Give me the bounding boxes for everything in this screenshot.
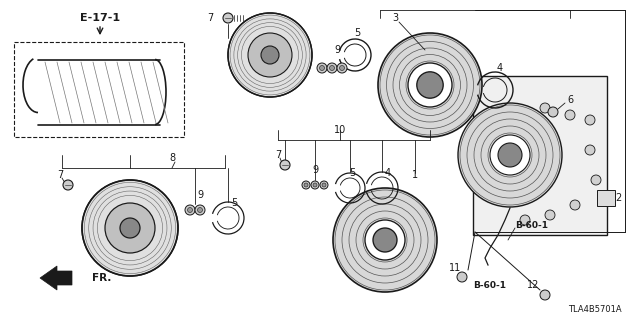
Circle shape <box>540 290 550 300</box>
Text: 6: 6 <box>567 95 573 105</box>
Circle shape <box>591 175 601 185</box>
Circle shape <box>82 180 178 276</box>
Circle shape <box>498 143 522 167</box>
Circle shape <box>540 103 550 113</box>
Circle shape <box>120 218 140 238</box>
Text: 7: 7 <box>57 170 63 180</box>
Circle shape <box>330 66 335 70</box>
Text: 10: 10 <box>334 125 346 135</box>
Text: 11: 11 <box>449 263 461 273</box>
Text: B-60-1: B-60-1 <box>474 281 506 290</box>
Circle shape <box>320 181 328 189</box>
Circle shape <box>378 33 482 137</box>
Circle shape <box>228 13 312 97</box>
Circle shape <box>365 220 405 260</box>
Circle shape <box>585 115 595 125</box>
Circle shape <box>520 215 530 225</box>
Circle shape <box>457 272 467 282</box>
Circle shape <box>304 183 308 187</box>
Circle shape <box>545 210 555 220</box>
Circle shape <box>105 203 155 253</box>
Circle shape <box>198 207 202 212</box>
Text: 3: 3 <box>392 13 398 23</box>
Text: E-17-1: E-17-1 <box>80 13 120 23</box>
Circle shape <box>185 205 195 215</box>
Circle shape <box>565 110 575 120</box>
Circle shape <box>490 135 530 175</box>
Circle shape <box>313 183 317 187</box>
Circle shape <box>319 66 324 70</box>
Circle shape <box>337 63 347 73</box>
Bar <box>597 190 615 206</box>
Text: 7: 7 <box>275 150 281 160</box>
Text: 9: 9 <box>197 190 203 200</box>
Text: 4: 4 <box>497 63 503 73</box>
Circle shape <box>280 160 290 170</box>
Circle shape <box>408 63 452 107</box>
Circle shape <box>327 63 337 73</box>
Circle shape <box>417 72 444 98</box>
Circle shape <box>585 145 595 155</box>
Circle shape <box>195 205 205 215</box>
Text: TLA4B5701A: TLA4B5701A <box>568 306 622 315</box>
Text: 5: 5 <box>349 168 355 178</box>
Text: 7: 7 <box>207 13 213 23</box>
Text: 4: 4 <box>385 168 391 178</box>
Circle shape <box>311 181 319 189</box>
Circle shape <box>317 63 327 73</box>
Circle shape <box>261 46 279 64</box>
Circle shape <box>548 107 558 117</box>
Circle shape <box>339 66 344 70</box>
Text: 5: 5 <box>354 28 360 38</box>
Circle shape <box>248 33 292 77</box>
Circle shape <box>458 103 562 207</box>
Text: 9: 9 <box>334 45 340 55</box>
Bar <box>14 42 184 137</box>
Text: 1: 1 <box>412 170 418 180</box>
Circle shape <box>333 188 437 292</box>
Circle shape <box>373 228 397 252</box>
Circle shape <box>223 13 233 23</box>
Circle shape <box>322 183 326 187</box>
Circle shape <box>188 207 193 212</box>
Text: B-60-1: B-60-1 <box>515 220 548 229</box>
Circle shape <box>302 181 310 189</box>
Polygon shape <box>40 266 72 290</box>
Text: 12: 12 <box>527 280 539 290</box>
Text: 2: 2 <box>615 193 621 203</box>
Text: 8: 8 <box>169 153 175 163</box>
Text: 5: 5 <box>231 198 237 208</box>
Text: 9: 9 <box>312 165 318 175</box>
Text: FR.: FR. <box>92 273 111 283</box>
Circle shape <box>570 200 580 210</box>
Circle shape <box>63 180 73 190</box>
FancyBboxPatch shape <box>473 76 607 235</box>
